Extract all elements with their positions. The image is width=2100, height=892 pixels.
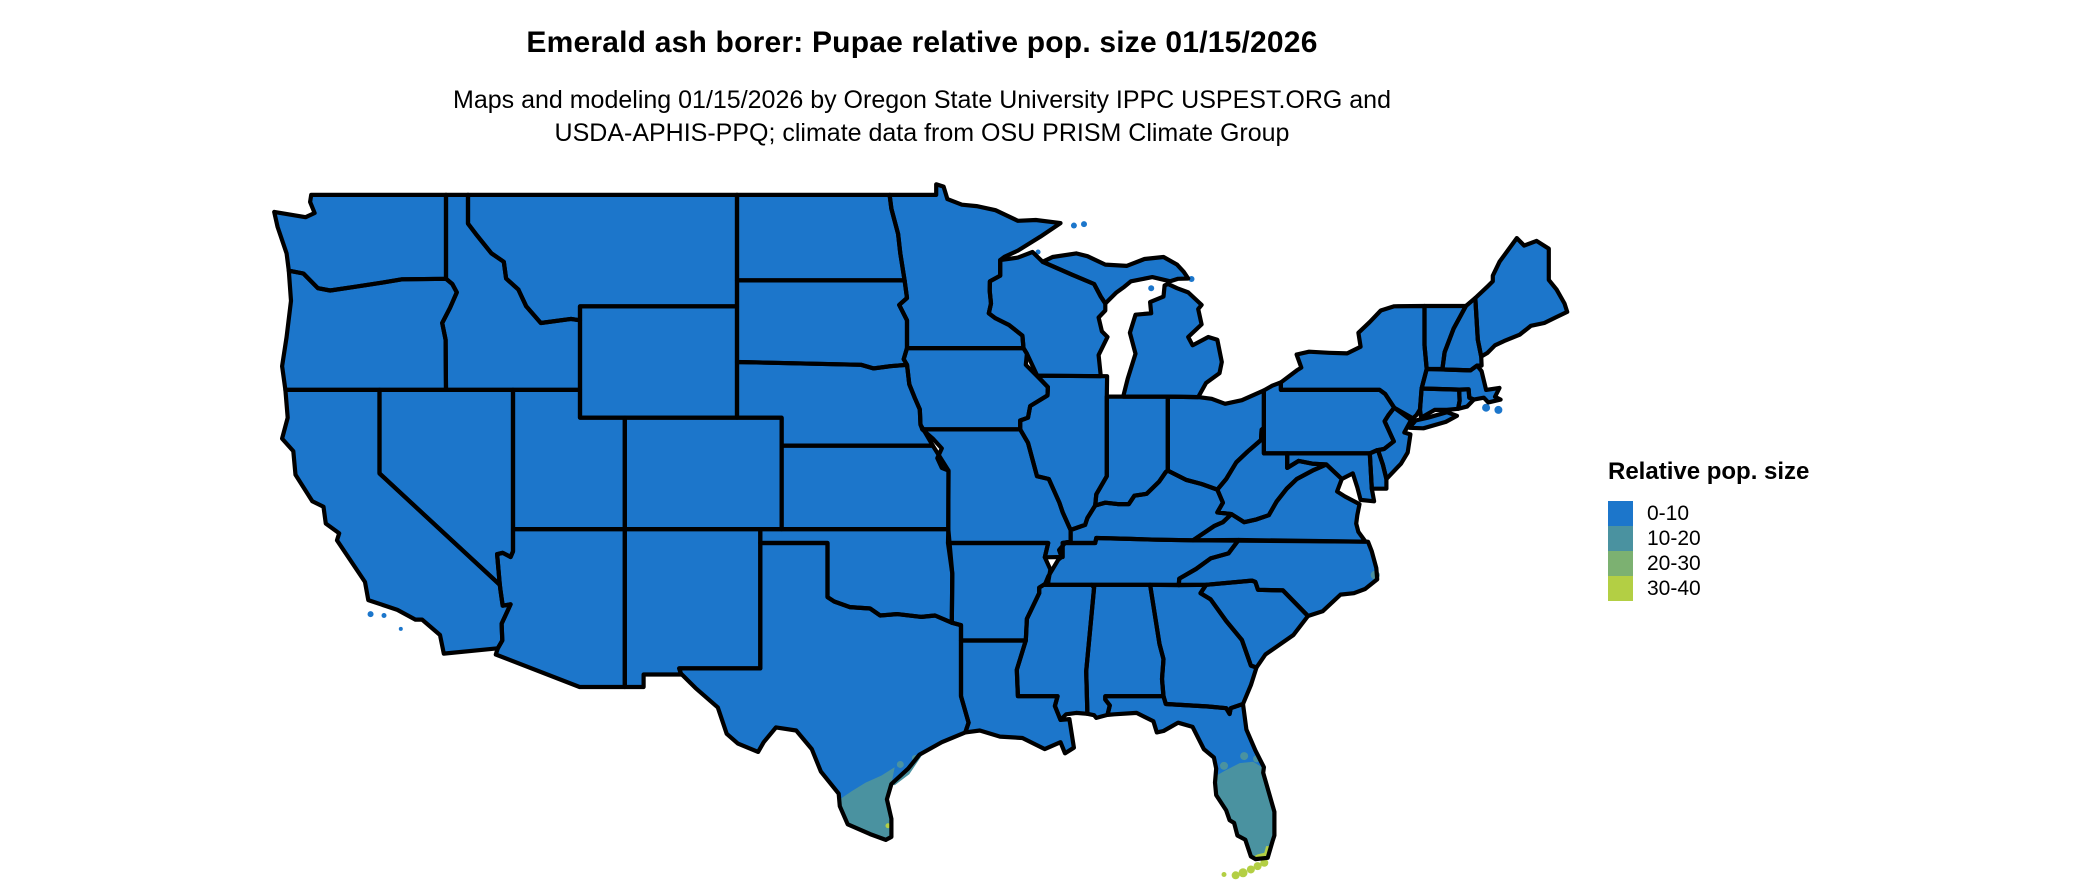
legend-row: 20-30 — [1608, 551, 1928, 576]
page-title: Emerald ash borer: Pupae relative pop. s… — [526, 26, 1318, 59]
state-shape — [1193, 464, 1366, 542]
state-shape — [274, 194, 446, 291]
state-border — [1473, 236, 1570, 359]
state-shape — [679, 543, 969, 840]
state-border — [1407, 410, 1460, 431]
island-speck — [1035, 249, 1041, 255]
state-shape — [624, 417, 782, 530]
state-shape — [1020, 375, 1108, 530]
state-shape — [737, 280, 907, 369]
legend-row: 30-40 — [1608, 576, 1928, 601]
island-speck — [1494, 405, 1503, 414]
region-speck-florida-keys — [1253, 862, 1262, 871]
state-border — [677, 540, 971, 842]
state-shape — [781, 445, 949, 530]
state-shape — [988, 252, 1108, 377]
region-speck-south-texas — [896, 760, 904, 768]
state-border — [493, 527, 627, 690]
state-shape — [737, 362, 933, 446]
state-shape — [760, 529, 953, 623]
region-speck-florida-keys — [1246, 865, 1255, 874]
state-shape — [903, 348, 1048, 430]
legend-title: Relative pop. size — [1608, 458, 1810, 485]
state-shape — [1086, 584, 1164, 718]
subtitle-line-2: USDA-APHIS-PPQ; climate data from OSU PR… — [554, 119, 1290, 147]
region-speck-south-florida — [1240, 752, 1249, 761]
island-speck — [398, 626, 403, 631]
legend-label: 0-10 — [1647, 502, 1690, 525]
state-shape — [1280, 306, 1427, 420]
legend-label: 10-20 — [1647, 527, 1701, 550]
state-border — [1374, 405, 1415, 482]
island-speck — [314, 200, 320, 206]
state-border — [1176, 537, 1380, 619]
state-shape — [495, 529, 625, 687]
state-borders — [272, 182, 1570, 862]
state-shape — [737, 194, 905, 281]
page-subtitle: Maps and modeling 01/15/2026 by Oregon S… — [0, 84, 1844, 150]
state-shape — [1167, 390, 1264, 490]
state-shape — [379, 389, 513, 585]
island-speck — [1081, 221, 1087, 228]
island-speck — [1148, 285, 1155, 292]
region-speck-south-padre-island — [885, 823, 891, 829]
state-shape — [1442, 298, 1482, 371]
region-speck-florida-keys — [1238, 868, 1248, 878]
region-speck-florida-keys — [1260, 858, 1269, 867]
legend-swatch-20-30 — [1608, 551, 1633, 576]
island-speck — [381, 612, 387, 618]
state-shape — [1369, 450, 1387, 489]
state-shape — [1200, 580, 1308, 668]
state-shape — [1287, 453, 1375, 502]
region-speck-south-florida — [1220, 761, 1228, 770]
legend-label: 30-40 — [1647, 577, 1701, 600]
state-shape — [1409, 412, 1457, 429]
state-shape — [580, 306, 737, 418]
region-south-florida — [1213, 761, 1275, 860]
state-shape — [442, 194, 580, 390]
state-shape — [948, 543, 1051, 641]
legend-rows: 0-10 10-20 20-30 30-40 — [1608, 501, 1928, 601]
legend-row: 0-10 — [1608, 501, 1928, 526]
state-shape — [1263, 382, 1395, 454]
state-shape — [282, 389, 511, 654]
state-shape — [624, 529, 761, 687]
state-border — [1278, 303, 1429, 423]
state-shape — [1042, 253, 1189, 304]
state-border — [1103, 694, 1277, 862]
legend-label: 20-30 — [1647, 552, 1701, 575]
legend-row: 10-20 — [1608, 526, 1928, 551]
legend-swatch-10-20 — [1608, 526, 1633, 551]
region-south-texas — [839, 767, 895, 840]
state-shape — [1062, 470, 1232, 543]
region-florida-south-fringe — [1252, 846, 1270, 860]
subtitle-line-1: Maps and modeling 01/15/2026 by Oregon S… — [453, 86, 1391, 114]
state-shape — [1150, 584, 1257, 714]
state-border — [1040, 251, 1191, 306]
legend-swatch-30-40 — [1608, 576, 1633, 601]
state-shape — [1044, 538, 1239, 586]
state-shape — [1095, 396, 1168, 506]
state-shape — [1178, 540, 1378, 616]
island-speck — [1482, 403, 1491, 412]
region-speck-florida-keys — [1221, 871, 1227, 877]
island-speck — [367, 611, 374, 618]
map-legend: Relative pop. size 0-10 10-20 20-30 30-4… — [1608, 458, 1928, 601]
state-shape — [922, 429, 1071, 558]
state-shape — [282, 270, 457, 390]
state-shape — [513, 389, 625, 530]
state-shape — [889, 184, 1061, 349]
state-shape — [1475, 238, 1568, 357]
state-shape — [1458, 389, 1474, 409]
region-speck-florida-keys — [1231, 871, 1240, 880]
state-shape — [1016, 582, 1095, 720]
state-shape — [1217, 427, 1327, 523]
state-border — [1121, 281, 1224, 400]
state-fills — [274, 184, 1568, 860]
island-speck — [1070, 222, 1077, 229]
legend-swatch-0-10 — [1608, 501, 1633, 526]
state-shape — [468, 194, 737, 323]
